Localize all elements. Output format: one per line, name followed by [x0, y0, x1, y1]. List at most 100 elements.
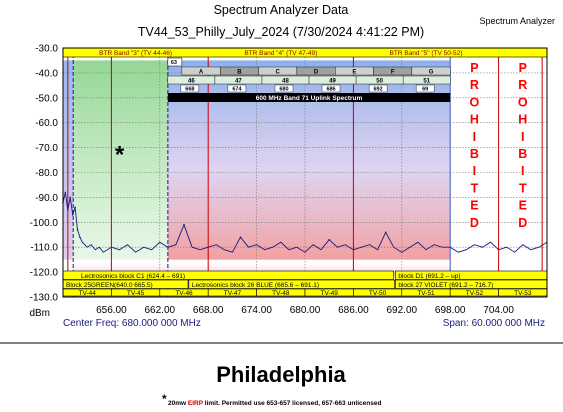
trace-peak-point — [74, 206, 76, 209]
btr-band-label: BTR Band "5" (TV 50-52) — [390, 50, 463, 57]
blue-zone — [167, 60, 451, 260]
lectrosonics-block-label: Lectrosonics block C1 (624.4 – 691) — [81, 273, 185, 280]
prohibited-letter: D — [518, 216, 527, 230]
y-tick-label: -100.0 — [30, 218, 59, 229]
btr-band-label: BTR Band "4" (TV 47-49) — [244, 50, 317, 57]
tv-channel-label: TV-44 — [79, 290, 97, 297]
lectrosonics-block — [188, 279, 395, 289]
x-tick-label: 680.00 — [290, 305, 321, 316]
tv-channel-label: TV-52 — [466, 290, 484, 297]
green-zone — [73, 60, 168, 260]
overlay-layer: BTR Band "3" (TV 44-46) BTR Band "4" (TV … — [62, 47, 548, 297]
y-tick-label: -120.0 — [30, 268, 59, 279]
uplink-letter-label: C — [276, 70, 281, 76]
footnote-prefix: 20mw — [168, 400, 188, 407]
y-tick-label: -110.0 — [30, 243, 58, 254]
prohibited-letter: P — [470, 61, 478, 75]
uplink-letter-label: A — [199, 70, 204, 76]
trace-peak-point — [71, 214, 74, 216]
prohibited-letter: E — [470, 199, 478, 213]
tv-channel-label: TV-48 — [272, 290, 290, 297]
prohibited-letter: O — [518, 95, 528, 109]
prohibited-letter: B — [470, 147, 479, 161]
y-tick-label: -40.0 — [35, 68, 58, 79]
uplink-title: 600 MHz Band 71 Uplink Spectrum — [256, 95, 363, 102]
prohibited-letter: I — [473, 130, 476, 144]
channel-divider-layer — [67, 48, 543, 297]
footnote-eirp: EIRP — [188, 400, 204, 407]
prohibited-letter: T — [519, 181, 527, 195]
uplink-freq-label: 674 — [232, 87, 242, 93]
uplink-freq-cell — [180, 84, 200, 93]
trace-peak-point — [76, 228, 79, 231]
center-freq-label: Center Freq: 680.000 000 MHz — [63, 318, 201, 329]
prohibited-letter: P — [519, 61, 527, 75]
uplink-letter-label: B — [237, 70, 242, 76]
uplink-letter-label: E — [352, 70, 356, 76]
prohibited-letter: I — [521, 164, 524, 178]
x-tick-label: 674.00 — [241, 305, 272, 316]
plot-border — [62, 47, 548, 298]
uplink-freq-label: 668 — [185, 87, 194, 93]
trace-peak-point — [384, 231, 387, 234]
uplink-freq-cell — [274, 84, 294, 93]
trace-peak-point — [328, 238, 331, 241]
btr-band-label: BTR Band "3" (TV 44-46) — [99, 50, 172, 57]
lectrosonics-block-label: block D1 (691.2 – up) — [398, 273, 460, 280]
prohibited-letter: D — [470, 216, 479, 230]
uplink-channel-label: 47 — [235, 79, 242, 85]
trace-peak-point — [64, 191, 67, 194]
chart-title: Spectrum Analyzer Data — [214, 3, 349, 17]
prohibited-letter: B — [518, 147, 527, 161]
trace-peak-point — [69, 196, 72, 199]
trace-peak-point — [67, 209, 69, 211]
uplink-letter-label: G — [429, 70, 434, 76]
axis-layer: -30.0 -40.0 -50.0 -60.0 -70.0 -80.0 -90.0 -100.… — [30, 44, 548, 316]
uplink-freq-label: 686 — [326, 87, 335, 93]
trace-layer — [62, 191, 548, 253]
uplink-freq-cell — [368, 84, 388, 93]
lectrosonics-block-label: block 27 VIOLET (691.2 – 716.7) — [398, 282, 493, 289]
uplink-freq-label: 69 — [422, 87, 428, 93]
uplink-channel-label: 49 — [329, 79, 336, 85]
prohibited-letter: O — [470, 95, 480, 109]
tv-channel-label: TV-50 — [369, 290, 387, 297]
tv-channel-label: TV-47 — [224, 290, 242, 297]
span-label: Span: 60.000 000 MHz — [443, 318, 545, 329]
uplink-channel-label: 46 — [188, 79, 195, 85]
uplink-title-bar — [167, 93, 451, 102]
x-tick-label: 686.00 — [338, 305, 369, 316]
uplink-freq-label: 692 — [373, 87, 382, 93]
prohibited-letter: E — [519, 199, 527, 213]
uplink-freq-cell — [321, 84, 341, 93]
prohibited-letter: I — [473, 164, 476, 178]
prohibited-letter: T — [471, 181, 479, 195]
uplink-freq-cell — [415, 84, 435, 93]
y-tick-label: -70.0 — [35, 143, 58, 154]
uplink-letter-label: D — [314, 70, 319, 76]
trace-peak-point — [239, 236, 242, 239]
y-tick-label: -30.0 — [35, 44, 58, 55]
chart-subtitle: TV44_53_Philly_July_2024 (7/30/2024 4:41… — [138, 25, 424, 39]
tv-channel-label: TV-51 — [417, 290, 435, 297]
uplink-small-block — [167, 57, 183, 67]
y-tick-label: -130.0 — [30, 293, 59, 304]
green-zone-asterisk: * — [115, 142, 125, 169]
footnote: 20mw EIRP limit. Permitted use 653-657 l… — [168, 400, 381, 407]
tv-channel-label: TV-45 — [127, 290, 145, 297]
city-label: Philadelphia — [216, 362, 346, 387]
uplink-channel-cell — [402, 75, 451, 85]
uplink-channel-label: 51 — [423, 79, 430, 85]
trace-peak-point — [79, 236, 81, 239]
lectrosonics-block-label: Lectrosonics block 26 BLUE (665.6 – 691.… — [192, 282, 319, 289]
tv-channel-label: TV-53 — [514, 290, 532, 297]
uplink-small-block-label: 63 — [171, 60, 177, 66]
prohibited-letter: R — [518, 78, 527, 92]
prohibited-letter: H — [470, 113, 479, 127]
uplink-channel-label: 50 — [376, 79, 383, 85]
x-tick-label: 662.00 — [145, 305, 176, 316]
footnote-suffix: limit. Permitted use 653-657 licensed, 6… — [203, 400, 382, 407]
x-tick-label: 656.00 — [96, 305, 127, 316]
y-tick-label: -90.0 — [35, 193, 58, 204]
